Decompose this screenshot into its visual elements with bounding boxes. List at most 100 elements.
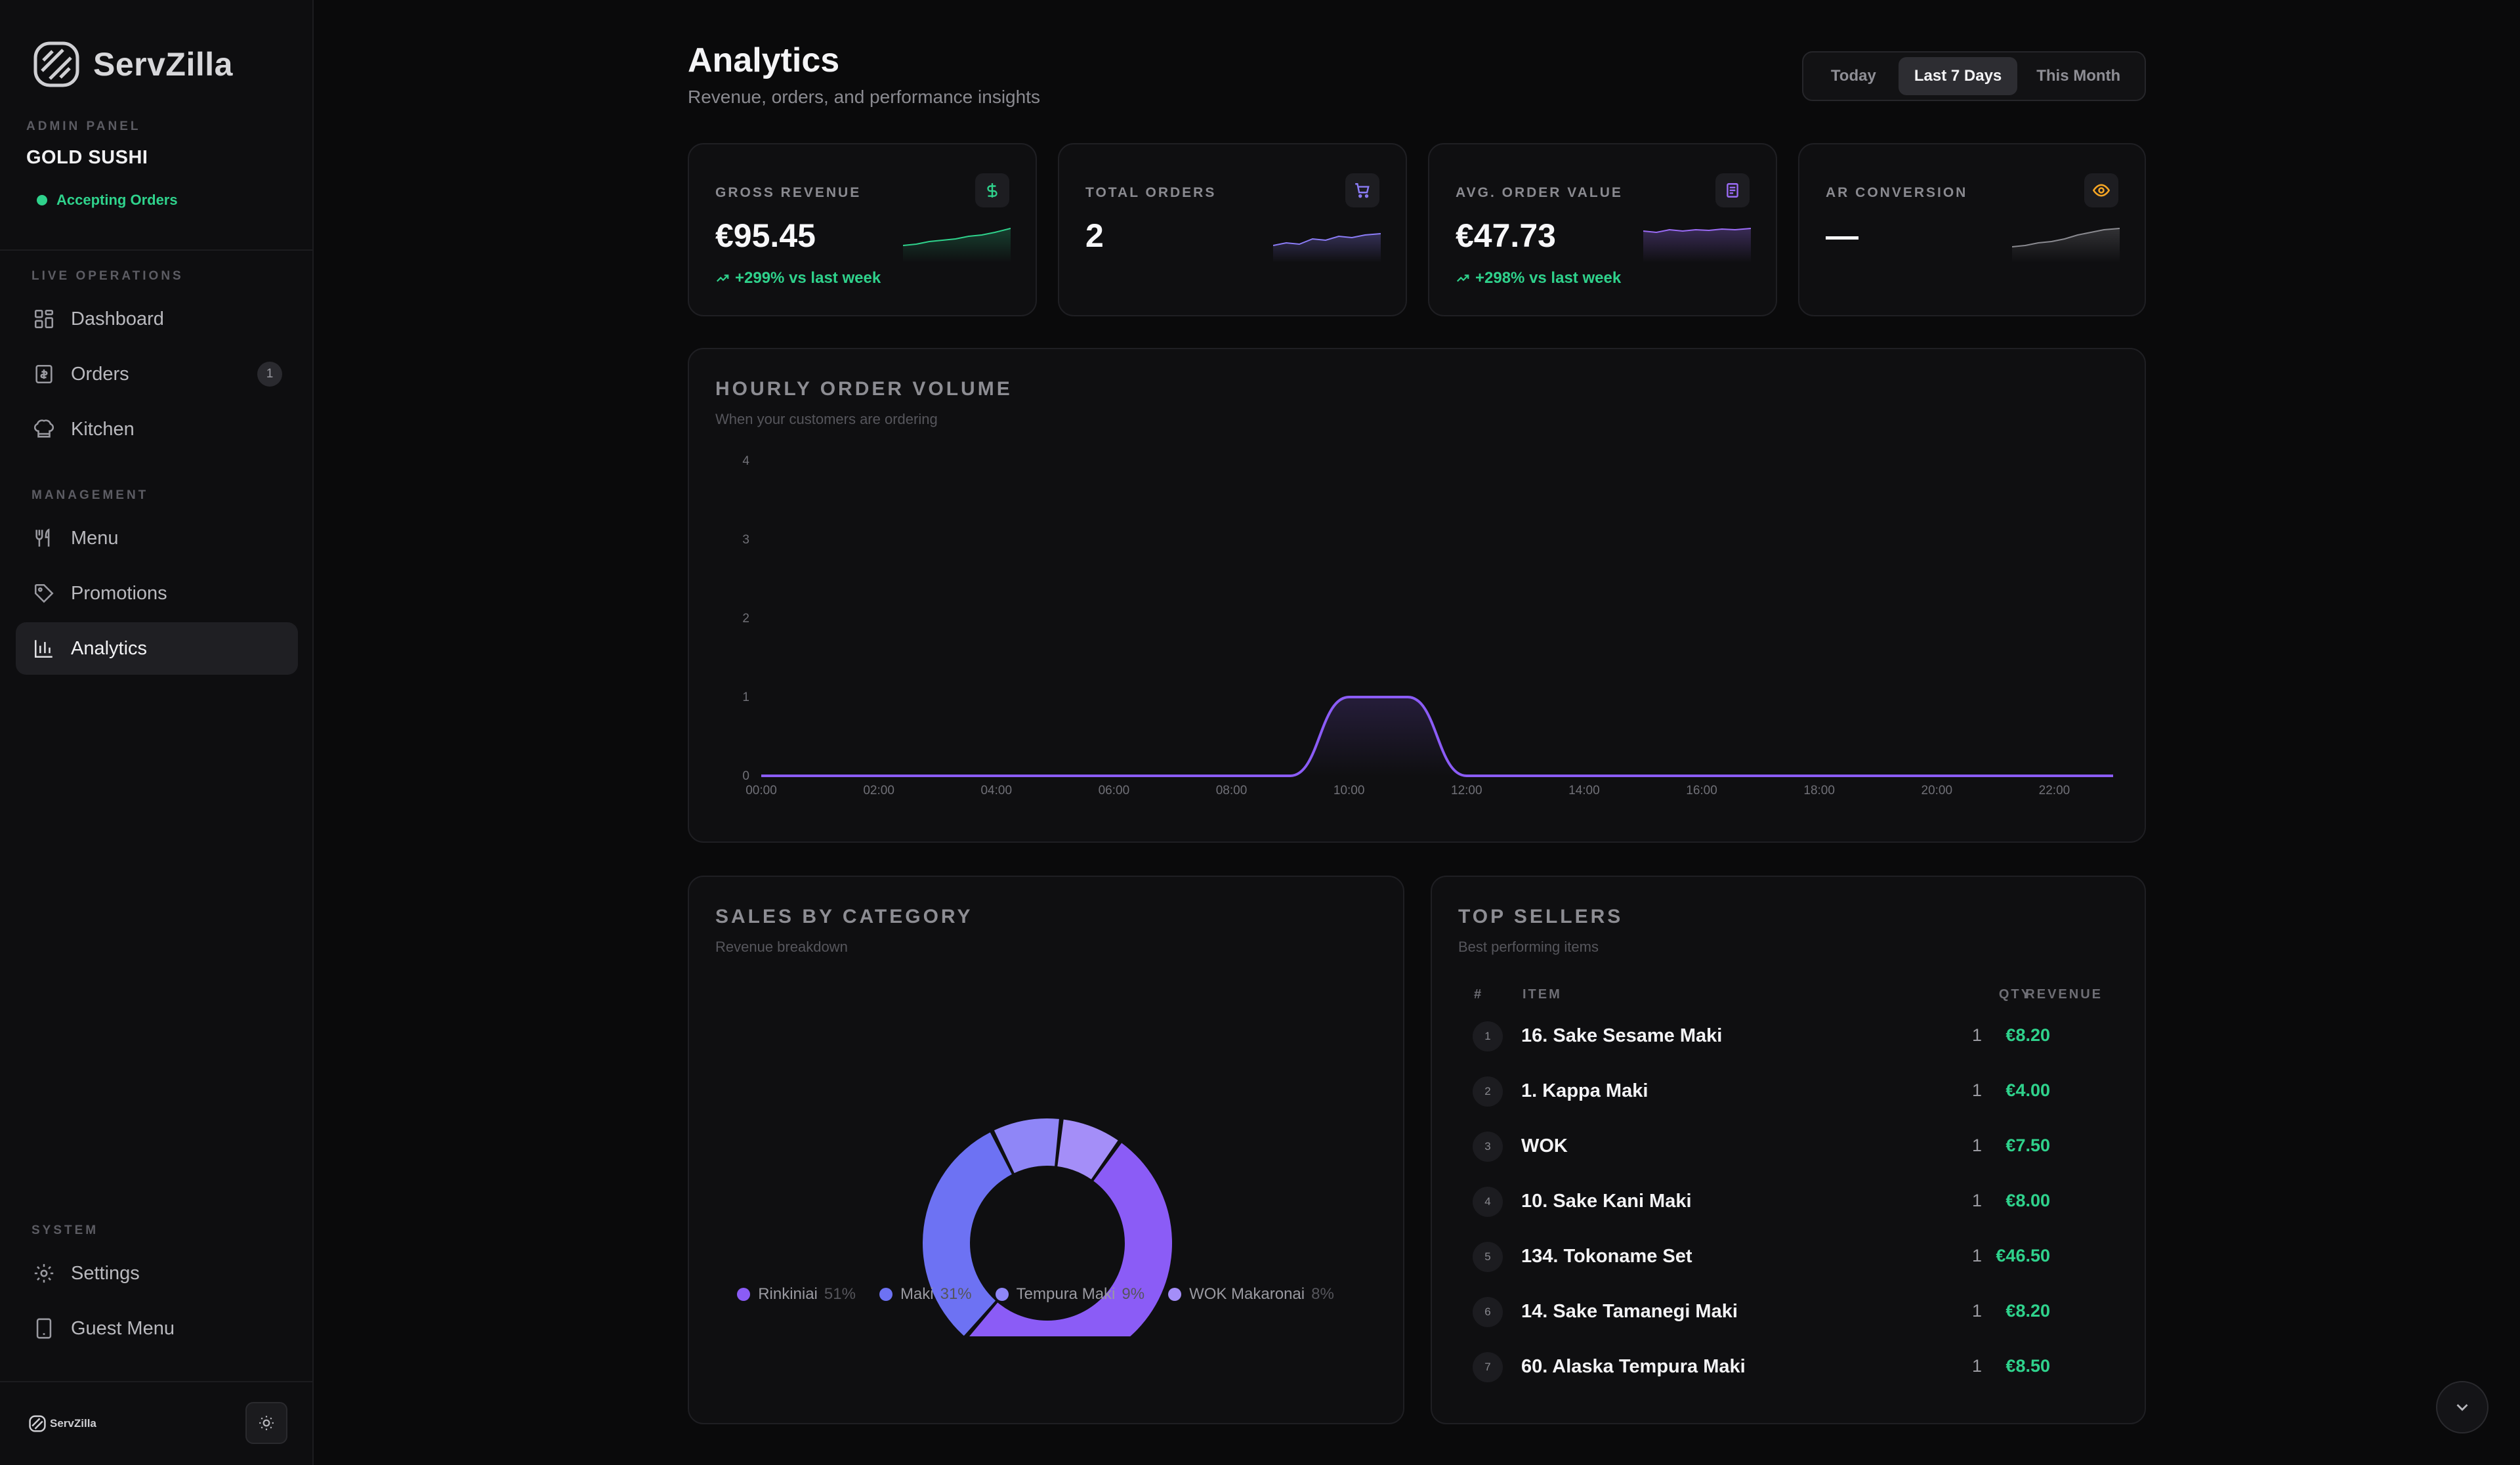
sidebar-item-label: Settings [71,1262,140,1284]
legend-percent: 8% [1311,1285,1334,1303]
donut-slice[interactable] [967,1143,1172,1336]
x-tick-label: 06:00 [1099,784,1130,797]
section-management: MANAGEMENT [32,488,149,502]
item-revenue: €8.20 [2006,1025,2050,1045]
servzilla-logo-icon [33,41,79,87]
sidebar-item-orders[interactable]: Orders 1 [16,348,298,400]
cart-icon [1355,183,1370,198]
table-row[interactable]: 6 14. Sake Tamanegi Maki 1 €8.20 [1441,1293,2097,1330]
sidebar-item-label: Orders [71,363,129,385]
item-qty: 1 [1971,1301,1982,1321]
tag-icon [34,584,54,603]
chevron-down-icon [2456,1404,2468,1411]
sidebar-item-kitchen[interactable]: Kitchen [16,403,298,456]
status-dot [37,195,47,205]
donut-slice[interactable] [1057,1119,1118,1179]
eye-icon [2092,184,2110,197]
section-system: SYSTEM [32,1223,99,1237]
sidebar-item-promotions[interactable]: Promotions [16,567,298,620]
y-tick-label: 1 [742,690,749,704]
kpi-label: TOTAL ORDERS [1085,185,1217,200]
trend-up-icon [716,274,729,282]
item-name: 10. Sake Kani Maki [1521,1191,1692,1212]
sidebar-item-guest-menu[interactable]: Guest Menu [16,1302,298,1355]
theme-toggle-button[interactable] [245,1402,287,1444]
sidebar-item-label: Guest Menu [71,1317,175,1339]
donut-slice[interactable] [923,1132,1012,1336]
kpi-icon-box [1345,173,1379,207]
legend-label: Maki [900,1285,934,1303]
store-status: Accepting Orders [37,192,178,209]
sidebar-item-analytics[interactable]: Analytics [16,622,298,675]
store-name: GOLD SUSHI [26,147,148,168]
sidebar-item-settings[interactable]: Settings [16,1247,298,1300]
item-revenue: €4.00 [2006,1080,2050,1100]
table-row[interactable]: 5 134. Tokoname Set 1 €46.50 [1441,1238,2097,1275]
top-sellers-card: TOP SELLERS Best performing items # ITEM… [1431,876,2146,1424]
kpi-value: €47.73 [1456,217,1556,254]
item-revenue: €8.50 [2006,1356,2050,1376]
item-qty: 1 [1971,1246,1982,1265]
dollar-icon [987,183,998,198]
hourly-title: HOURLY ORDER VOLUME [715,378,1013,400]
orders-count-badge: 1 [257,362,282,387]
table-row[interactable]: 7 60. Alaska Tempura Maki 1 €8.50 [1441,1348,2097,1385]
trend-up-icon [1456,274,1469,282]
legend-dot [737,1288,751,1301]
table-row[interactable]: 2 1. Kappa Maki 1 €4.00 [1441,1072,2097,1109]
receipt-icon [35,364,52,384]
bar-chart-icon [34,640,52,658]
rank-badge: 6 [1473,1297,1503,1327]
scroll-down-button[interactable] [2436,1381,2488,1433]
rank-badge: 7 [1473,1352,1503,1382]
section-live-operations: LIVE OPERATIONS [32,269,184,283]
x-tick-label: 16:00 [1686,784,1717,797]
footer-brand: ServZilla [28,1414,96,1433]
page-title: Analytics [688,41,840,79]
date-range-selector: Today Last 7 Days This Month [1802,51,2146,101]
sales-subtitle: Revenue breakdown [715,939,848,955]
sidebar-item-menu[interactable]: Menu [16,512,298,564]
range-today-button[interactable]: Today [1830,67,1876,85]
y-tick-label: 2 [742,612,749,626]
table-row[interactable]: 4 10. Sake Kani Maki 1 €8.00 [1441,1183,2097,1220]
top-sellers-subtitle: Best performing items [1458,939,1599,955]
hourly-order-chart: 0 1 2 3 4 00:00 02:00 04:00 06:00 08:00 10:00 12:00… [742,454,2114,797]
range-this-month-button[interactable]: This Month [2036,67,2121,85]
x-tick-label: 04:00 [980,784,1012,797]
sidebar-item-dashboard[interactable]: Dashboard [16,293,298,345]
kpi-value: 2 [1085,217,1104,254]
donut-slice[interactable] [994,1118,1059,1174]
sidebar-item-label: Promotions [71,582,167,604]
table-row[interactable]: 3 WOK 1 €7.50 [1441,1128,2097,1164]
kpi-change: +298% vs last week [1456,269,1621,287]
item-qty: 1 [1971,1080,1982,1100]
legend-item: Tempura Maki 9% [995,1285,1145,1304]
item-qty: 1 [1971,1025,1982,1045]
table-row[interactable]: 1 16. Sake Sesame Maki 1 €8.20 [1441,1017,2097,1054]
kpi-icon-box [1715,173,1750,207]
x-tick-label: 08:00 [1216,784,1248,797]
item-name: WOK [1521,1136,1568,1157]
item-name: 134. Tokoname Set [1521,1246,1692,1267]
kpi-label: GROSS REVENUE [715,185,862,200]
kpi-icon-box [2084,173,2118,207]
legend-percent: 9% [1122,1285,1145,1303]
sidebar-item-label: Dashboard [71,308,164,329]
sales-donut-chart [923,1118,1172,1336]
kpi-card-ar-conversion: AR CONVERSION — [1798,143,2146,316]
sidebar-item-label: Kitchen [71,418,135,440]
item-revenue: €46.50 [1996,1246,2050,1265]
brand-logo[interactable]: ServZilla [29,37,233,92]
rank-badge: 4 [1473,1187,1503,1217]
legend-item: WOK Makaronai 8% [1168,1285,1334,1304]
column-item: ITEM [1522,987,1562,1002]
legend-item: Maki 31% [879,1285,972,1304]
kpi-card-avg-order-value: AVG. ORDER VALUE €47.73 +298% vs last we… [1428,143,1777,316]
rank-badge: 5 [1473,1242,1503,1272]
rank-badge: 3 [1473,1132,1503,1162]
x-tick-label: 20:00 [1922,784,1953,797]
rank-badge: 1 [1473,1021,1503,1051]
range-last-7-days-button[interactable]: Last 7 Days [1898,57,2018,95]
y-tick-label: 0 [742,769,749,783]
